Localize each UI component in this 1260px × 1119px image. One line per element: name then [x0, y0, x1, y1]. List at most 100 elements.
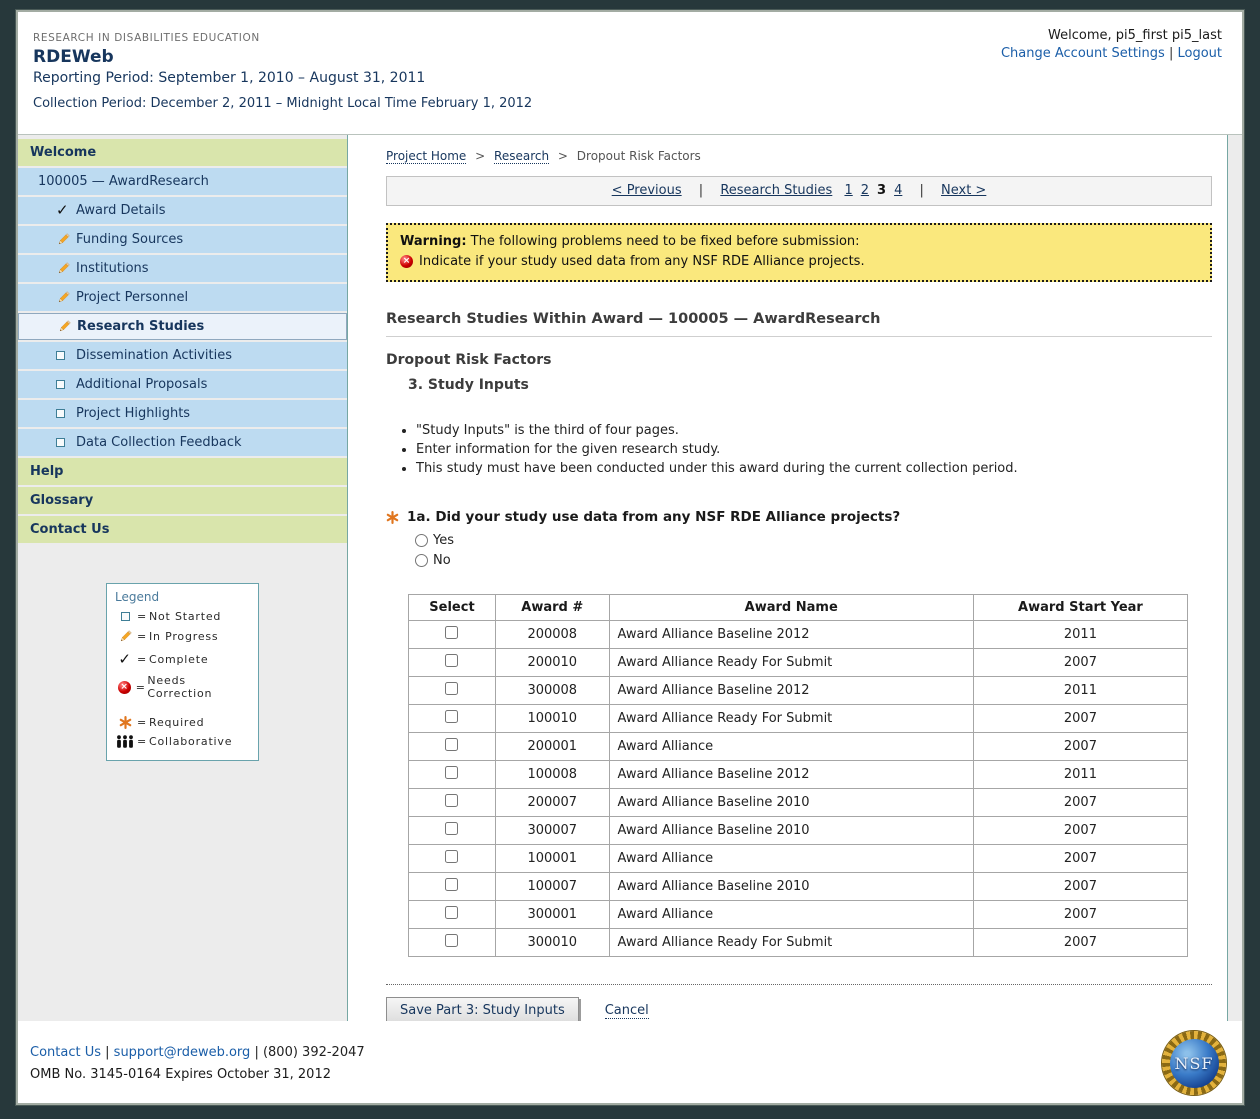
select-award-checkbox[interactable]: [445, 738, 459, 751]
award-table-row: 300001 Award Alliance 2007: [408, 900, 1189, 929]
page-4-link[interactable]: 4: [894, 183, 903, 198]
sidebar-item-institutions[interactable]: Institutions: [18, 255, 347, 282]
award-table-row: 100008 Award Alliance Baseline 2012 2011: [408, 760, 1189, 789]
sidebar-item-additional-proposals[interactable]: Additional Proposals: [18, 371, 347, 398]
legend-equals: =: [136, 610, 148, 623]
award-number-cell: 100007: [494, 872, 610, 901]
change-account-settings-link[interactable]: Change Account Settings: [1000, 46, 1165, 61]
award-start-year-cell: 2007: [972, 788, 1189, 817]
select-award-checkbox[interactable]: [445, 654, 459, 667]
select-award-checkbox[interactable]: [445, 626, 459, 639]
sidebar-item-label: Funding Sources: [76, 232, 184, 247]
award-start-year-cell: 2011: [972, 620, 1189, 649]
nsf-globe-icon: NSF: [1169, 1038, 1219, 1088]
sidebar-item-data-collection-feedback[interactable]: Data Collection Feedback: [18, 429, 347, 456]
select-cell: [408, 676, 496, 705]
footer-contact-us-link[interactable]: Contact Us: [30, 1044, 101, 1060]
award-number-cell: 300010: [494, 928, 610, 957]
radio-yes[interactable]: [415, 534, 428, 547]
sidebar-award-subitems: ✓ Award Details Funding Sources Institution…: [18, 197, 347, 456]
award-start-year-cell: 2007: [972, 648, 1189, 677]
rdeweb-window: RESEARCH IN DISABILITIES EDUCATION RDEWe…: [16, 10, 1244, 1105]
footer-email-link[interactable]: support@rdeweb.org: [113, 1044, 251, 1060]
header-branding: RESEARCH IN DISABILITIES EDUCATION RDEWe…: [33, 32, 532, 111]
select-cell: [408, 704, 496, 733]
sidebar-nav: Welcome 100005 — AwardResearch ✓ Award De…: [18, 135, 348, 1021]
column-header-select: Select: [408, 594, 496, 621]
award-number-cell: 300008: [494, 676, 610, 705]
award-table-row: 200008 Award Alliance Baseline 2012 2011: [408, 620, 1189, 649]
select-award-checkbox[interactable]: [445, 710, 459, 723]
pagination-separator: |: [698, 183, 704, 198]
previous-page-link[interactable]: < Previous: [611, 183, 682, 198]
header-links-separator: |: [1168, 46, 1174, 61]
sidebar-item-funding-sources[interactable]: Funding Sources: [18, 226, 347, 253]
sidebar-item-contact-us[interactable]: Contact Us: [18, 516, 347, 543]
main-content: Project Home > Research > Dropout Risk F…: [348, 135, 1227, 1024]
sidebar-item-award-details[interactable]: ✓ Award Details: [18, 197, 347, 224]
select-cell: [408, 620, 496, 649]
sidebar-item-label: Project Highlights: [76, 406, 191, 421]
select-cell: [408, 788, 496, 817]
omb-number: OMB No. 3145-0164 Expires October 31, 20…: [30, 1066, 331, 1082]
sidebar-item-welcome[interactable]: Welcome: [18, 139, 347, 166]
question-1a: 1a. Did your study use data from any NSF…: [386, 509, 1212, 528]
award-table-row: 300007 Award Alliance Baseline 2010 2007: [408, 816, 1189, 845]
award-start-year-cell: 2007: [972, 844, 1189, 873]
select-award-checkbox[interactable]: [445, 878, 459, 891]
sidebar-item-glossary[interactable]: Glossary: [18, 487, 347, 514]
page-1-link[interactable]: 1: [844, 183, 853, 198]
award-name-cell: Award Alliance Baseline 2010: [608, 872, 974, 901]
sidebar-item-project-highlights[interactable]: Project Highlights: [18, 400, 347, 427]
cancel-link[interactable]: Cancel: [604, 1002, 649, 1019]
select-award-checkbox[interactable]: [445, 682, 459, 695]
sidebar-item-dissemination-activities[interactable]: Dissemination Activities: [18, 342, 347, 369]
research-studies-link[interactable]: Research Studies: [720, 183, 833, 198]
next-page-link[interactable]: Next >: [941, 183, 987, 198]
radio-no[interactable]: [415, 554, 428, 567]
collaborative-people-icon: [115, 735, 135, 748]
award-number-cell: 300001: [494, 900, 610, 929]
not-started-square-icon: [56, 380, 76, 389]
breadcrumb-project-home-link[interactable]: Project Home: [386, 149, 467, 164]
award-table-row: 300008 Award Alliance Baseline 2012 2011: [408, 676, 1189, 705]
award-start-year-cell: 2007: [972, 928, 1189, 957]
select-award-checkbox[interactable]: [445, 794, 459, 807]
award-start-year-cell: 2007: [972, 900, 1189, 929]
legend-label: Complete: [149, 652, 209, 666]
not-started-square-icon: [115, 612, 135, 621]
welcome-user-text: Welcome, pi5_first pi5_last: [1048, 28, 1222, 43]
sidebar-item-help[interactable]: Help: [18, 458, 347, 485]
select-award-checkbox[interactable]: [445, 850, 459, 863]
select-award-checkbox[interactable]: [445, 766, 459, 779]
select-cell: [408, 816, 496, 845]
warning-box: Warning: The following problems need to …: [386, 223, 1212, 282]
breadcrumb-research-link[interactable]: Research: [494, 149, 550, 164]
select-award-checkbox[interactable]: [445, 822, 459, 835]
not-started-square-icon: [56, 351, 76, 360]
pencil-icon: [56, 261, 76, 276]
alliance-awards-table: Select Award # Award Name Award Start Year …: [408, 594, 1189, 957]
page-header: RESEARCH IN DISABILITIES EDUCATION RDEWe…: [18, 12, 1242, 134]
pencil-icon: [56, 290, 76, 305]
legend-items: = Not Started = In Progress ✓ = Complete × = Need…: [115, 610, 250, 748]
warning-heading: Warning: The following problems need to …: [400, 234, 1198, 249]
save-part3-button[interactable]: Save Part 3: Study Inputs: [386, 997, 579, 1024]
sidebar-item-research-studies[interactable]: Research Studies: [18, 313, 347, 340]
page-2-link[interactable]: 2: [860, 183, 870, 198]
sidebar-item-award[interactable]: 100005 — AwardResearch: [18, 168, 347, 195]
app-title: RDEWeb: [33, 47, 114, 67]
select-award-checkbox[interactable]: [445, 906, 459, 919]
page-footer: Contact Us | support@rdeweb.org | (800) …: [18, 1021, 1242, 1103]
pagination-separator: |: [919, 183, 924, 198]
actions-divider: [386, 984, 1212, 985]
column-header-award-name: Award Name: [608, 594, 974, 621]
select-award-checkbox[interactable]: [445, 934, 459, 947]
sidebar-item-project-personnel[interactable]: Project Personnel: [18, 284, 347, 311]
check-icon: ✓: [118, 650, 132, 668]
radio-yes-label: Yes: [433, 533, 454, 548]
logout-link[interactable]: Logout: [1177, 46, 1222, 61]
warning-label: Warning:: [400, 234, 467, 249]
award-table-row: 200007 Award Alliance Baseline 2010 2007: [408, 788, 1189, 817]
required-asterisk-icon: [386, 509, 399, 528]
